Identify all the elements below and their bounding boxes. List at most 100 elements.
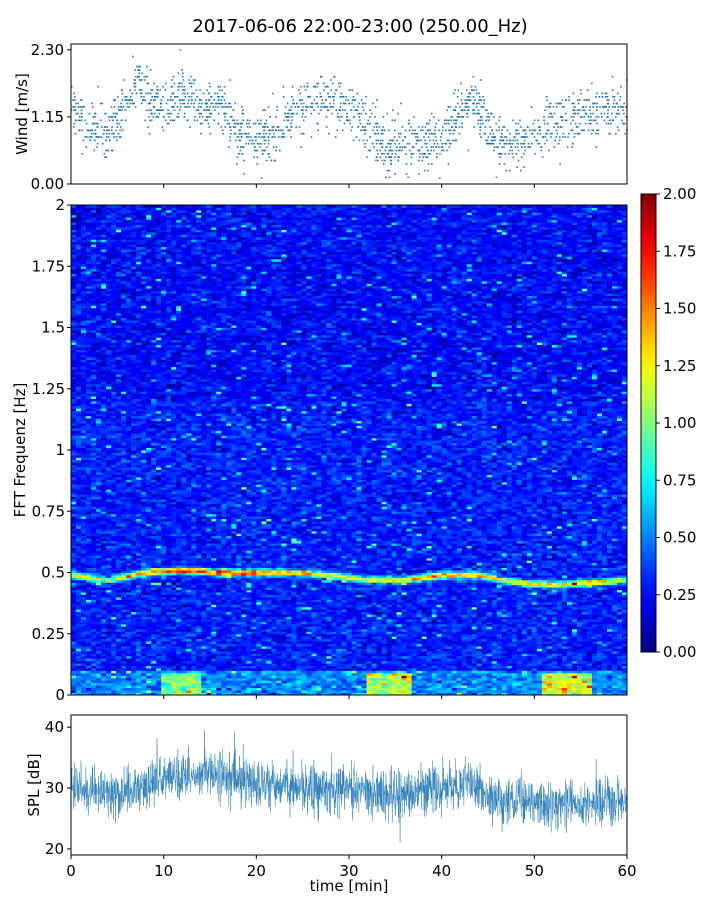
spectrogram-cell <box>401 685 407 689</box>
spectrogram-cell <box>551 687 558 691</box>
spectrogram-cell <box>216 648 222 652</box>
wind-point <box>364 146 366 148</box>
wind-point <box>241 132 243 135</box>
spectrogram-cell <box>266 690 272 693</box>
spectrogram-cell <box>241 687 247 691</box>
wind-point <box>425 156 427 158</box>
wind-point <box>617 129 620 132</box>
spectrogram-cell <box>466 660 473 664</box>
spectrogram-cell <box>176 648 182 652</box>
spectrogram-cell <box>601 670 608 674</box>
spectrogram-cell <box>136 641 142 644</box>
spectrogram-cell <box>446 670 453 674</box>
spectrogram-cell <box>296 672 302 676</box>
spectrogram-cell <box>436 687 443 691</box>
spectrogram-cell <box>361 687 367 691</box>
spectrogram-cell <box>291 628 297 632</box>
spectrogram-cell <box>476 690 483 693</box>
wind-point <box>274 136 276 138</box>
wind-point <box>362 102 364 105</box>
wind-point <box>427 122 430 125</box>
spectrogram-cell <box>396 675 402 679</box>
wind-point <box>468 99 470 101</box>
spectrogram-cell <box>251 636 257 640</box>
spectrogram-cell <box>581 670 588 674</box>
wind-point <box>570 116 573 118</box>
spectrogram-cell <box>456 672 463 676</box>
spectrogram-cell <box>326 653 332 657</box>
spectrogram-cell <box>261 660 267 664</box>
spectrogram-cell <box>166 670 172 674</box>
spectrogram-cell <box>441 626 448 630</box>
spectrogram-cell <box>601 668 608 671</box>
wind-point <box>382 163 385 165</box>
spectrogram-cell <box>91 677 97 681</box>
wind-point <box>138 72 140 75</box>
spectrogram-cell <box>246 655 252 659</box>
wind-point <box>355 109 358 111</box>
wind-point <box>94 139 96 142</box>
spectrogram-cell <box>461 653 468 657</box>
wind-point <box>260 136 263 138</box>
spectrogram-cell <box>496 677 503 681</box>
wind-point <box>520 126 522 128</box>
spectrogram-cell <box>521 682 528 686</box>
spectrogram-cell <box>486 646 493 649</box>
wind-point <box>116 139 118 142</box>
spectrogram-cell <box>161 658 167 662</box>
spectrogram-cell <box>226 660 232 664</box>
wind-point <box>376 156 378 158</box>
wind-point <box>242 119 245 122</box>
spectrogram-cell <box>381 641 387 644</box>
wind-point <box>153 96 156 98</box>
spectrogram-cell <box>361 658 367 662</box>
wind-point <box>374 106 377 108</box>
spectrogram-cell <box>91 658 97 662</box>
wind-point <box>245 142 247 145</box>
wind-point <box>217 102 220 105</box>
spectrogram-cell <box>491 658 498 662</box>
spectrogram-cell <box>226 670 232 674</box>
spectrogram-cell <box>566 672 573 676</box>
wind-point <box>319 96 322 98</box>
spectrogram-cell <box>336 638 342 642</box>
wind-point <box>414 132 417 135</box>
spectrogram-cell <box>266 685 272 689</box>
spectrogram-cell <box>141 675 147 679</box>
spectrogram-cell <box>91 655 97 659</box>
spectrogram-cell <box>436 648 443 652</box>
spectrogram-cell <box>296 650 302 654</box>
wind-point <box>126 106 129 108</box>
spectrogram-cell <box>621 646 628 649</box>
wind-point <box>264 122 266 125</box>
spectrogram-cell <box>476 692 483 696</box>
spectrogram-cell <box>456 665 463 669</box>
spectrogram-cell <box>171 623 177 627</box>
spectrogram-cell <box>131 655 137 659</box>
spectrogram-cell <box>446 692 453 696</box>
spectrogram-cell <box>191 668 197 671</box>
spectrogram-cell <box>616 675 623 679</box>
wind-point <box>489 132 491 135</box>
spectrogram-cell <box>336 692 342 696</box>
spectrogram-cell <box>351 655 357 659</box>
spectrogram-cell <box>496 653 503 657</box>
spectrogram-cell <box>416 663 423 666</box>
wind-point <box>287 119 290 122</box>
spectrogram-cell <box>131 646 137 649</box>
spectrogram-cell <box>471 643 478 647</box>
spectrogram-cell <box>311 665 317 669</box>
spectrogram-cell <box>441 650 448 654</box>
spectrogram-cell <box>561 690 568 693</box>
wind-point <box>73 92 75 95</box>
spectrogram-cell <box>276 668 282 671</box>
spectrogram-cell <box>426 650 433 654</box>
spectrogram-cell <box>521 675 528 679</box>
spectrogram-cell <box>286 641 292 644</box>
spectrogram-cell <box>521 643 528 647</box>
wind-point <box>352 139 355 142</box>
spectrogram-cell <box>621 670 628 674</box>
wind-point <box>519 119 521 122</box>
spectrogram-cell <box>476 687 483 691</box>
spectrogram-cell <box>366 631 372 635</box>
